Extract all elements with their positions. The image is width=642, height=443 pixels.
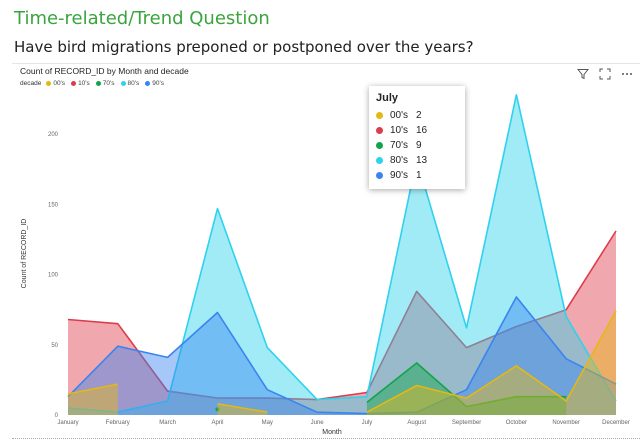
tooltip-value: 9 (416, 140, 422, 151)
legend-dot (46, 81, 52, 86)
tooltip-title: July (376, 92, 399, 104)
visual-title: Count of RECORD_ID by Month and decade (20, 66, 189, 76)
line-80s (67, 94, 617, 413)
legend-item-90s[interactable]: 90's (145, 80, 164, 87)
tooltip-value: 2 (416, 110, 422, 121)
legend-dot (71, 81, 77, 86)
legend-item-70s[interactable]: 70's (95, 80, 115, 87)
tooltip-dot (376, 142, 383, 149)
x-tick-label: January (57, 420, 78, 426)
x-tick-label: February (106, 420, 130, 426)
tooltip-label: 00's (390, 110, 409, 121)
tooltip-dot (376, 172, 383, 179)
legend-item-00s[interactable]: 00's (46, 80, 65, 87)
legend-label: 80's (127, 80, 140, 87)
line-00s (217, 403, 268, 413)
area-90s (68, 297, 616, 415)
page-heading: Time-related/Trend Question (14, 8, 270, 29)
line-00s (67, 383, 118, 395)
tooltip-label: 90's (390, 170, 409, 181)
area-80s (68, 94, 616, 416)
tooltip-label: 10's (390, 125, 409, 136)
tooltip-label: 80's (390, 155, 409, 166)
x-tick-label: June (311, 420, 325, 426)
x-tick-label: October (506, 420, 527, 426)
legend-title: decade (20, 80, 42, 87)
y-tick-label: 50 (51, 343, 58, 349)
legend-dot (120, 81, 126, 86)
page-divider (12, 438, 640, 439)
legend-dot (95, 81, 101, 86)
page-question: Have bird migrations preponed or postpon… (14, 38, 474, 56)
y-axis-title: Count of RECORD_ID (21, 219, 28, 289)
x-tick-label: December (602, 420, 630, 426)
legend-item-80s[interactable]: 80's (120, 80, 140, 87)
data-tooltip: July 00's 2 10's 16 70's 9 80's 13 90's 1 (369, 86, 465, 189)
legend-label: 10's (78, 80, 90, 87)
tooltip-label: 70's (390, 140, 409, 151)
y-tick-label: 0 (55, 413, 59, 419)
legend-item-10s[interactable]: 10's (71, 80, 90, 87)
x-tick-label: September (452, 420, 481, 426)
x-axis-title: Month (322, 429, 342, 436)
area-chart: 0 50 100 150 200 January February March April May… (21, 94, 630, 436)
y-tick-label: 200 (48, 132, 59, 138)
visual-toolbar (576, 67, 634, 81)
tooltip-row: 80's 13 (376, 153, 458, 168)
legend-label: 90's (152, 80, 164, 87)
tooltip-row: 90's 1 (376, 168, 458, 183)
legend-dot (145, 81, 151, 86)
x-tick-label: November (552, 420, 580, 426)
line-00s (366, 310, 617, 413)
legend-label: 00's (53, 80, 66, 87)
y-tick-label: 100 (48, 273, 59, 279)
area-10s (68, 231, 616, 415)
more-options-icon[interactable] (620, 67, 634, 81)
tooltip-dot (376, 112, 383, 119)
tooltip-value: 16 (416, 125, 428, 136)
line-90s (67, 296, 617, 415)
tooltip-value: 1 (416, 170, 422, 181)
x-tick-label: March (159, 420, 176, 426)
chart-legend: decade 00's 10's 70's 80's 90's (20, 80, 167, 87)
tooltip-row: 70's 9 (376, 138, 458, 153)
chart-visual[interactable]: 0 50 100 150 200 January February March April May… (12, 63, 640, 442)
line-70s (366, 362, 567, 408)
x-tick-label: July (362, 420, 373, 426)
tooltip-row: 10's 16 (376, 123, 458, 138)
line-10s (67, 230, 617, 401)
focus-mode-icon[interactable] (598, 67, 612, 81)
x-tick-label: May (262, 420, 273, 426)
tooltip-value: 13 (416, 155, 428, 166)
y-tick-label: 150 (48, 202, 59, 208)
x-tick-label: August (407, 420, 426, 426)
filter-icon[interactable] (576, 67, 590, 81)
x-tick-label: April (211, 420, 223, 426)
tooltip-dot (376, 127, 383, 134)
point-70s (215, 407, 220, 412)
tooltip-row: 00's 2 (376, 108, 458, 123)
legend-label: 70's (102, 80, 115, 87)
tooltip-dot (376, 157, 383, 164)
area-70s (366, 363, 567, 415)
